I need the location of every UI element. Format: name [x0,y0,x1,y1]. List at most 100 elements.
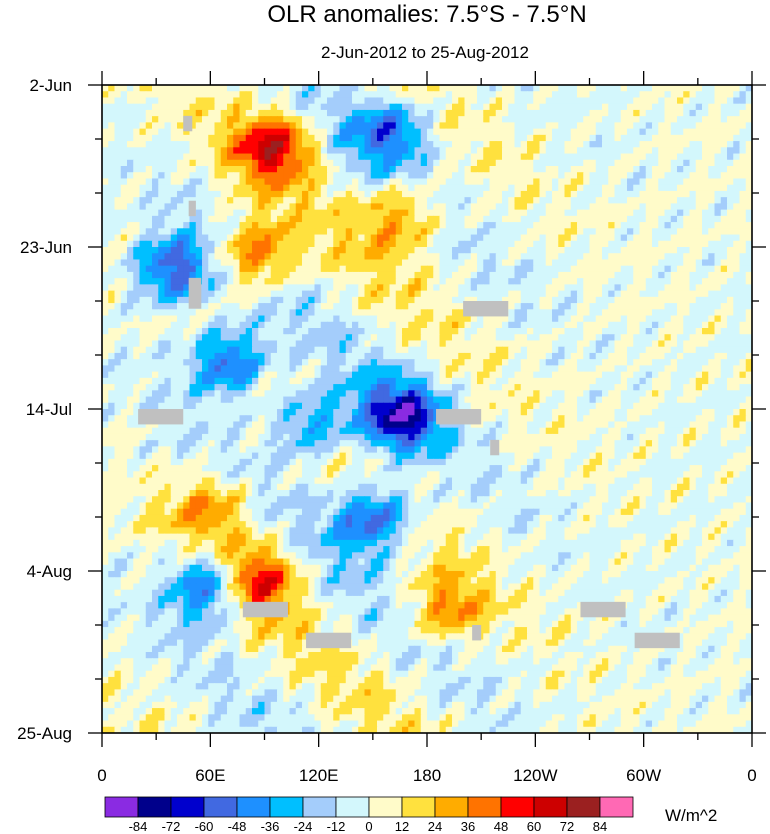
heatmap-cell [552,334,559,342]
heatmap-cell [414,116,422,123]
heatmap-cell [364,166,372,173]
heatmap-cell [745,159,752,167]
heatmap-cell [739,359,747,366]
heatmap-cell [639,97,647,105]
heatmap-cell [602,103,609,111]
heatmap-cell [302,290,309,298]
heatmap-cell [370,184,378,192]
heatmap-cell [477,228,484,236]
heatmap-cell [158,309,166,317]
heatmap-cell [652,309,659,317]
heatmap-cell [289,278,297,285]
heatmap-cell [208,352,216,360]
heatmap-cell [202,228,209,236]
heatmap-cell [364,265,372,273]
heatmap-cell [195,153,203,161]
heatmap-cell [627,284,634,292]
heatmap-cell [708,240,716,248]
heatmap-cell [533,122,541,130]
heatmap-cell [333,321,341,329]
heatmap-cell [745,153,752,161]
heatmap-cell [408,109,416,117]
heatmap-cell [645,209,653,217]
heatmap-cell [127,103,134,111]
heatmap-cell [133,296,141,304]
heatmap-cell [139,178,147,186]
heatmap-cell [352,128,359,136]
heatmap-cell [664,184,672,192]
heatmap-cell [289,166,297,173]
heatmap-cell [514,91,522,99]
heatmap-cell [177,190,184,198]
heatmap-cell [527,103,534,111]
heatmap-cell [177,371,184,379]
heatmap-cell [102,184,109,192]
heatmap-cell [289,296,297,304]
heatmap-cell [233,290,241,298]
heatmap-cell [414,134,422,142]
heatmap-cell [395,159,403,167]
heatmap-cell [402,271,409,279]
heatmap-cell [302,334,309,342]
heatmap-cell [177,91,184,99]
heatmap-cell [220,303,228,310]
heatmap-cell [233,359,241,366]
heatmap-cell [589,215,597,223]
heatmap-cell [652,377,659,385]
heatmap-cell [564,328,572,335]
heatmap-cell [620,122,628,130]
heatmap-cell [445,153,453,161]
heatmap-cell [595,209,603,217]
heatmap-cell [239,228,247,236]
heatmap-cell [714,284,722,292]
heatmap-cell [202,178,209,186]
heatmap-cell [427,116,434,123]
heatmap-cell [327,141,334,148]
heatmap-cell [402,134,409,142]
heatmap-cell [389,203,397,211]
heatmap-cell [714,259,722,267]
heatmap-cell [495,103,503,111]
heatmap-cell [252,134,259,142]
heatmap-cell [295,134,303,142]
heatmap-cell [420,116,428,123]
heatmap-cell [158,365,166,373]
heatmap-cell [527,197,534,204]
heatmap-cell [589,190,597,198]
heatmap-cell [527,278,534,285]
heatmap-cell [352,197,359,204]
heatmap-cell [502,134,509,142]
heatmap-cell [420,371,428,379]
heatmap-cell [320,284,328,292]
heatmap-cell [739,91,747,99]
heatmap-cell [189,321,197,329]
heatmap-cell [427,284,434,292]
heatmap-cell [508,222,516,229]
heatmap-cell [727,303,734,310]
heatmap-cell [308,303,316,310]
heatmap-cell [477,128,484,136]
heatmap-cell [195,321,203,329]
heatmap-cell [739,222,747,229]
heatmap-cell [595,259,603,267]
heatmap-cell [745,365,752,373]
heatmap-cell [377,97,384,105]
heatmap-cell [370,278,378,285]
heatmap-cell [239,103,247,111]
heatmap-cell [439,184,447,192]
heatmap-cell [258,128,266,136]
heatmap-cell [345,328,353,335]
heatmap-cell [652,166,659,173]
heatmap-cell [145,315,153,323]
heatmap-cell [577,309,584,317]
heatmap-cell [170,184,178,192]
heatmap-cell [427,303,434,310]
heatmap-cell [652,340,659,348]
heatmap-cell [352,352,359,360]
heatmap-cell [545,228,553,236]
heatmap-cell [702,97,709,105]
heatmap-cell [358,309,366,317]
heatmap-cell [202,234,209,242]
heatmap-cell [614,159,622,167]
